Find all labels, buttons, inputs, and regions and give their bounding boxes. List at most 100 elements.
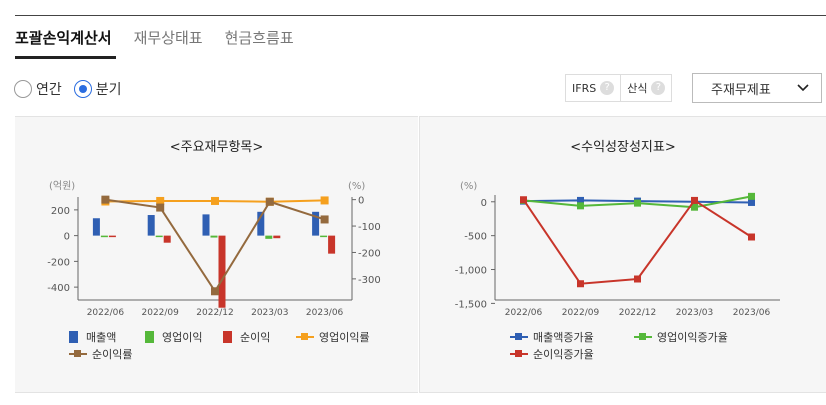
legend-op-margin-label: 영업이익률	[319, 331, 370, 344]
main-items-chart-title: <주요재무항목>	[169, 140, 264, 155]
formula-button[interactable]: 산식 ?	[620, 75, 671, 101]
legend-op-margin[interactable]: 영업이익률	[296, 329, 370, 345]
active-tab-indicator	[15, 56, 116, 59]
radio-quarterly-label: 분기	[95, 82, 122, 98]
bar---2	[202, 214, 210, 236]
bar---2	[218, 235, 226, 308]
bar---4	[328, 235, 336, 254]
tab-income-statement[interactable]: 포괄손익계산서	[15, 29, 112, 47]
bar---1	[163, 235, 171, 243]
legend-net-growth[interactable]: 순이익증가율	[510, 346, 594, 362]
legend-op-growth-swatch	[634, 332, 652, 342]
x-tick-label-2022-12: 2022/12	[196, 308, 233, 318]
y-tick-label--1-500: -1,500	[455, 299, 487, 310]
point---1	[156, 196, 165, 205]
line--	[522, 199, 753, 285]
x-tick-label-2023-03: 2023/03	[251, 308, 288, 318]
bar---2	[210, 235, 218, 238]
legend-net-growth-swatch	[510, 349, 528, 359]
legend-net-margin[interactable]: 순이익률	[69, 346, 132, 362]
right-y-tick-label--100: -100	[358, 222, 381, 233]
legend-net-income-label: 순이익	[240, 331, 271, 344]
radio-annual-circle-icon[interactable]	[14, 80, 32, 98]
formula-help-icon[interactable]: ?	[651, 81, 666, 95]
radio-annual[interactable]: 연간	[14, 79, 62, 99]
point---2	[634, 199, 641, 207]
legend-sales-growth-label: 매출액증가율	[533, 331, 594, 344]
ifrs-button[interactable]: IFRS ?	[566, 75, 620, 101]
point---3	[265, 197, 274, 206]
x-tick-label-2023-03: 2023/03	[676, 308, 713, 318]
point---4	[320, 215, 329, 224]
right-y-tick-label-0: 0	[358, 196, 364, 207]
bar---0	[108, 235, 116, 238]
radio-annual-label: 연간	[36, 82, 62, 98]
statement-tabs: 포괄손익계산서 재무상태표 현금흐름표	[15, 26, 316, 56]
point---4	[320, 196, 329, 205]
legend-op-profit-swatch	[145, 331, 154, 343]
point---1	[577, 202, 584, 210]
right-y-unit: (%)	[348, 181, 365, 192]
bar---0	[100, 235, 108, 238]
x-tick-label-2023-06: 2023/06	[733, 308, 771, 318]
radio-quarterly[interactable]: 분기	[73, 79, 122, 99]
legend-sales[interactable]: 매출액	[69, 329, 116, 345]
legend-op-profit-label: 영업이익	[162, 331, 203, 344]
point---1	[577, 280, 584, 288]
point---0	[520, 196, 527, 204]
point---4	[748, 198, 755, 206]
main-items-chart: (억원) (%) 200 0 -200 -400 0 -100 -200 -300 2022/06 2…	[47, 180, 381, 318]
chevron-down-icon	[797, 84, 809, 92]
legend-sales-swatch	[69, 331, 78, 343]
bar---1	[155, 235, 163, 238]
statement-type-select[interactable]: 주재무제표	[692, 73, 822, 103]
legend-sales-growth[interactable]: 매출액증가율	[510, 329, 594, 345]
y-tick-label-0: 0	[481, 198, 487, 209]
legend-op-profit[interactable]: 영업이익	[145, 329, 202, 345]
x-tick-label-2022-06: 2022/06	[505, 308, 543, 318]
x-tick-label-2022-09: 2022/09	[142, 308, 180, 318]
period-radio-group: 연간 분기	[14, 79, 134, 99]
bar---1	[147, 215, 155, 236]
bar---3	[265, 235, 273, 239]
point---3	[691, 196, 698, 204]
point---1	[156, 203, 165, 212]
right-y-tick-label--200: -200	[358, 248, 381, 259]
point---0	[101, 195, 110, 204]
left-y-tick-label--400: -400	[47, 283, 70, 294]
growth-chart-panel: <수익성장성지표> (%) 0 -500 -1,000 -1,500 2022/06 202…	[419, 116, 826, 393]
legend-net-income[interactable]: 순이익	[223, 329, 270, 345]
legend-op-growth-label: 영업이익증가율	[657, 331, 728, 344]
right-y-tick-label--300: -300	[358, 275, 381, 286]
tab-cash-flow[interactable]: 현금흐름표	[224, 29, 294, 47]
bar---4	[312, 211, 320, 236]
bar---4	[320, 235, 328, 238]
x-tick-label-2022-12: 2022/12	[619, 308, 656, 318]
ifrs-help-icon[interactable]: ?	[600, 81, 615, 95]
statement-type-value: 주재무제표	[711, 82, 771, 98]
legend-op-growth[interactable]: 영업이익증가율	[634, 329, 728, 345]
point---2	[211, 196, 219, 205]
point---2	[211, 287, 219, 296]
main-items-chart-panel: <주요재무항목> (억원) (%) 200 0 -200 -400 0 -100 -200 -30…	[15, 116, 418, 393]
left-y-tick-label-200: 200	[51, 206, 70, 217]
point---1	[577, 196, 584, 204]
radio-quarterly-circle-icon[interactable]	[73, 80, 92, 98]
x-tick-label-2023-06: 2023/06	[306, 308, 344, 318]
growth-chart-title: <수익성장성지표>	[570, 140, 676, 155]
x-tick-label-2022-06: 2022/06	[87, 308, 125, 318]
point---4	[748, 192, 755, 200]
ifrs-label: IFRS	[572, 81, 597, 95]
legend-sales-label: 매출액	[86, 331, 117, 344]
tab-balance-sheet[interactable]: 재무상태표	[133, 29, 203, 47]
line--	[105, 198, 325, 294]
legend-sales-growth-swatch	[510, 332, 528, 342]
legend-net-margin-swatch	[69, 349, 87, 359]
bar---0	[92, 218, 100, 236]
formula-label: 산식	[627, 82, 648, 95]
y-unit: (%)	[460, 181, 477, 192]
legend-net-growth-label: 순이익증가율	[533, 348, 594, 361]
left-y-tick-label--200: -200	[47, 257, 70, 268]
bar---3	[273, 235, 281, 239]
legend-net-margin-label: 순이익률	[92, 348, 133, 361]
